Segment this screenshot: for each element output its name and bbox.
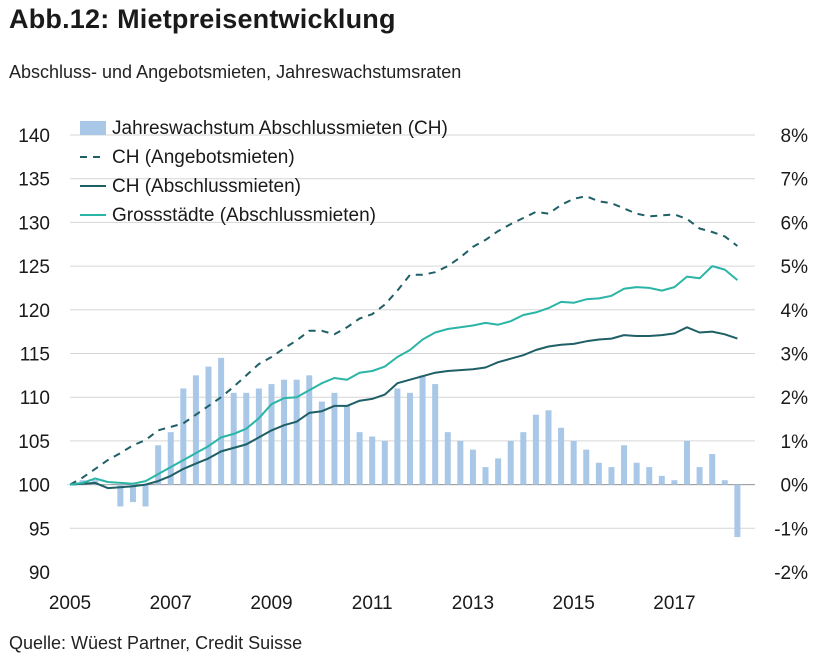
angebotsmieten-line — [69, 195, 739, 486]
grossstaedte-line — [69, 265, 739, 486]
growth-bar — [104, 484, 111, 486]
growth-bar — [129, 484, 136, 503]
y-right-tick-label: 0% — [781, 476, 809, 497]
growth-bar — [633, 462, 640, 485]
growth-bar — [268, 384, 275, 485]
y-left-tick-label: 140 — [18, 126, 50, 147]
y-right-tick-label: 4% — [781, 301, 809, 322]
growth-bar — [230, 392, 237, 485]
y-left-tick-label: 130 — [18, 213, 50, 234]
growth-bar — [155, 445, 162, 485]
chart-subtitle: Abschluss- und Angebotsmieten, Jahreswac… — [9, 62, 462, 82]
y-left-tick-label: 90 — [29, 563, 50, 584]
growth-bar — [608, 467, 615, 485]
growth-bar — [734, 484, 741, 538]
growth-bar — [709, 454, 716, 485]
x-tick-label: 2013 — [452, 593, 494, 614]
growth-bar — [432, 384, 439, 485]
growth-bar — [583, 449, 590, 485]
growth-bar — [243, 392, 250, 485]
growth-bar — [721, 480, 728, 485]
growth-bar — [457, 440, 464, 485]
growth-bar — [507, 440, 514, 485]
legend: Jahreswachstum Abschlussmieten (CH) CH (A… — [80, 118, 448, 226]
y-right-tick-label: 3% — [781, 345, 809, 366]
y-left-tick-label: 115 — [20, 345, 50, 366]
x-tick-label: 2007 — [150, 593, 192, 614]
growth-bar — [331, 392, 338, 485]
growth-bar — [306, 375, 313, 485]
growth-bar — [167, 432, 174, 485]
growth-bar — [369, 436, 376, 485]
growth-bar — [469, 449, 476, 485]
growth-bar — [482, 467, 489, 485]
growth-bar — [696, 467, 703, 485]
growth-bar — [646, 467, 653, 485]
source-note: Quelle: Wüest Partner, Credit Suisse — [9, 633, 303, 653]
x-tick-label: 2015 — [553, 593, 595, 614]
growth-bar — [142, 484, 149, 507]
growth-bar — [419, 375, 426, 485]
growth-bar — [180, 388, 187, 485]
growth-bar — [520, 432, 527, 485]
growth-bar — [281, 379, 288, 485]
growth-bar — [558, 427, 565, 485]
growth-bar — [356, 432, 363, 485]
growth-bar — [205, 366, 212, 485]
axis-layer: 90 95 100 105 110 115 120 125 130 135 140 -2% -1% 0% 1… — [18, 126, 808, 614]
y-right-tick-label: 1% — [781, 432, 809, 453]
y-right-tick-label: 7% — [781, 170, 809, 191]
growth-bar — [381, 440, 388, 485]
growth-bar — [406, 392, 413, 485]
legend-label-bars: Jahreswachstum Abschlussmieten (CH) — [112, 118, 448, 139]
grid-layer — [70, 134, 755, 529]
y-left-tick-label: 110 — [20, 388, 50, 409]
x-tick-label: 2005 — [49, 593, 91, 614]
y-left-tick-label: 120 — [18, 301, 50, 322]
bar-layer — [67, 357, 741, 538]
growth-bar — [495, 458, 502, 485]
growth-bar — [532, 414, 539, 485]
x-tick-label: 2009 — [250, 593, 292, 614]
y-left-tick-label: 105 — [18, 432, 50, 453]
growth-bar — [293, 379, 300, 485]
growth-bar — [545, 410, 552, 485]
growth-bar — [444, 432, 451, 485]
y-right-tick-label: -2% — [774, 563, 808, 584]
growth-bar — [218, 357, 225, 485]
growth-bar — [192, 375, 199, 485]
x-tick-label: 2011 — [352, 593, 393, 614]
chart-title: Abb.12: Mietpreisentwicklung — [9, 4, 396, 34]
growth-bar — [394, 388, 401, 485]
y-right-tick-label: -1% — [774, 519, 808, 540]
growth-bar — [658, 475, 665, 485]
growth-bar — [671, 480, 678, 485]
y-right-tick-label: 8% — [781, 126, 809, 147]
y-right-tick-label: 6% — [781, 213, 809, 234]
growth-bar — [318, 401, 325, 485]
y-left-tick-label: 135 — [18, 170, 50, 191]
y-left-tick-label: 125 — [18, 257, 50, 278]
growth-bar — [344, 405, 351, 485]
y-left-tick-label: 95 — [29, 519, 50, 540]
abschlussmieten-line — [69, 326, 738, 490]
y-right-tick-label: 5% — [781, 257, 809, 278]
y-left-tick-label: 100 — [18, 476, 50, 497]
growth-bar — [595, 462, 602, 485]
legend-label-grossstaedte-line: Grossstädte (Abschlussmieten) — [112, 205, 376, 226]
growth-bar — [117, 484, 124, 507]
y-right-tick-label: 2% — [781, 388, 809, 409]
growth-bar — [67, 484, 73, 486]
growth-bar — [621, 445, 628, 485]
line-layer — [69, 195, 739, 490]
legend-label-angebotsmieten-line: CH (Angebotsmieten) — [112, 147, 295, 168]
growth-bar — [570, 440, 577, 485]
x-tick-label: 2017 — [653, 593, 695, 614]
legend-label-abschlussmieten-line: CH (Abschlussmieten) — [112, 176, 301, 197]
growth-bar — [684, 440, 691, 485]
legend-swatch-bars — [80, 121, 106, 135]
